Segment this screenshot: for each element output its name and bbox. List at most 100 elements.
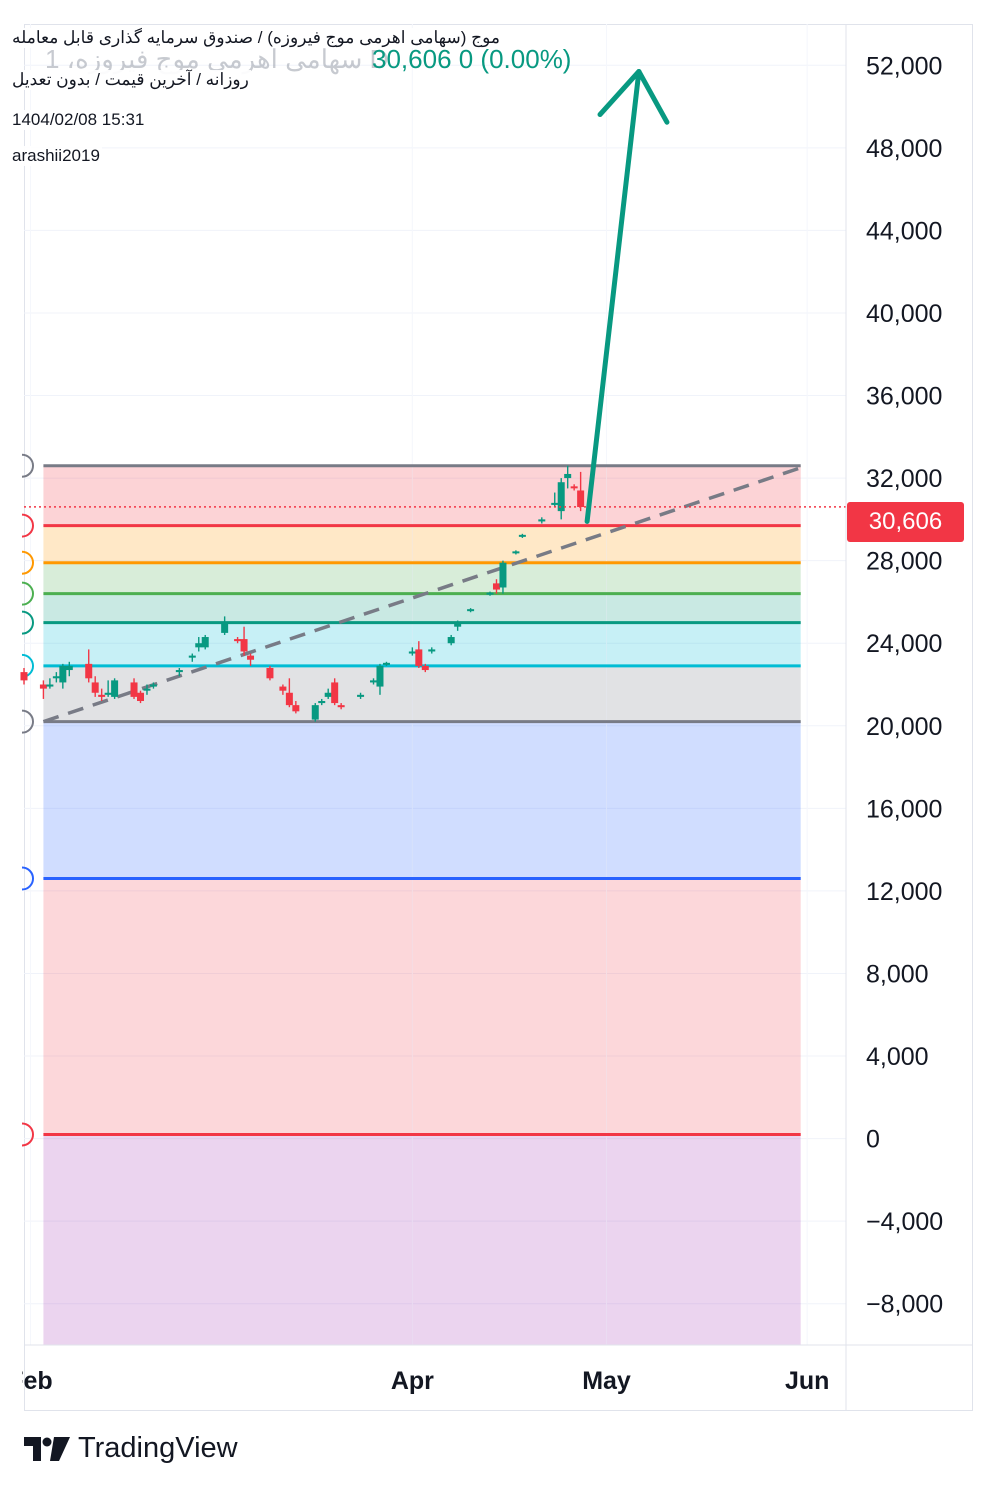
- y-tick-label: −8,000: [866, 1291, 943, 1319]
- chart-frame: [24, 24, 973, 1411]
- candle-body: [234, 639, 242, 642]
- projection-arrow-head[interactable]: [597, 68, 670, 125]
- candle-body: [175, 670, 183, 673]
- candle-body: [318, 701, 326, 704]
- candle-body: [382, 662, 390, 665]
- fib-zone: [43, 878, 801, 1135]
- candle-body: [137, 692, 145, 702]
- y-tick-label: −4,000: [866, 1208, 943, 1236]
- candle-body: [564, 473, 572, 479]
- candle-body: [188, 655, 196, 658]
- y-tick-label: 32,000: [866, 465, 942, 493]
- candle-body: [143, 688, 151, 691]
- candle-body: [59, 665, 67, 683]
- candle-body: [240, 639, 248, 652]
- chart-title: موج (سهامی اهرمی موج فیروزه) / صندوق سرم…: [10, 28, 502, 48]
- candle-body: [46, 684, 54, 687]
- fib-zone: [43, 1134, 801, 1345]
- y-tick-label: 52,000: [866, 52, 942, 80]
- candle-body: [486, 592, 494, 595]
- y-tick-label: 24,000: [866, 630, 942, 658]
- y-tick-label: 36,000: [866, 383, 942, 411]
- fib-zone: [43, 525, 801, 563]
- fib-zone: [43, 593, 801, 623]
- chart-subtitle: روزانه / آخرین قیمت / بدون تعدیل: [10, 70, 251, 90]
- candle-body: [292, 705, 300, 712]
- y-tick-label: 8,000: [866, 960, 929, 988]
- candle-body: [52, 676, 60, 679]
- price-change-watermark: 30,606 0 (0.00%): [372, 44, 572, 74]
- candle-body: [454, 622, 462, 627]
- y-tick-label: 16,000: [866, 795, 942, 823]
- y-tick-label: 12,000: [866, 878, 942, 906]
- symbol-watermark: 1 ،سهامی اهرمی موج فیروزه D: [45, 44, 389, 74]
- candle-body: [20, 672, 28, 681]
- candle-body: [577, 490, 585, 507]
- candle-body: [104, 692, 112, 695]
- fib-level-marker: [21, 581, 34, 606]
- y-tick-label: 44,000: [866, 217, 942, 245]
- candle-body: [221, 622, 229, 633]
- candle-body: [492, 583, 500, 590]
- candle-body: [518, 534, 526, 537]
- x-tick-label: Apr: [391, 1367, 434, 1395]
- candle-body: [467, 609, 475, 612]
- x-tick-label: May: [582, 1367, 631, 1395]
- candle-body: [201, 637, 209, 648]
- y-tick-label: 40,000: [866, 300, 942, 328]
- chart-datetime: 1404/02/08 15:31: [10, 110, 147, 130]
- fib-level-marker: [21, 866, 34, 891]
- fib-zone: [43, 562, 801, 594]
- fib-zone: [43, 721, 801, 879]
- fib-zone: [43, 465, 801, 526]
- candle-body: [311, 705, 319, 720]
- y-tick-label: 4,000: [866, 1043, 929, 1071]
- fib-level-marker: [21, 513, 34, 538]
- y-tick-label: 28,000: [866, 548, 942, 576]
- candle-body: [408, 651, 416, 654]
- candle-body: [551, 502, 559, 505]
- candle-body: [512, 551, 520, 554]
- fib-zone: [43, 665, 801, 722]
- candle-body: [247, 655, 255, 660]
- candle-body: [91, 682, 99, 693]
- trendline[interactable]: [42, 466, 802, 724]
- fib-level-marker: [21, 550, 34, 575]
- candle-body: [447, 637, 455, 644]
- candle-body: [557, 482, 565, 512]
- candle-body: [39, 684, 47, 689]
- candle-body: [415, 649, 423, 666]
- projection-arrow-shaft[interactable]: [584, 68, 642, 524]
- candle-body: [370, 680, 378, 683]
- candle-body: [111, 680, 119, 697]
- candle-body: [538, 519, 546, 522]
- left-mask: [0, 1340, 22, 1410]
- candle-body: [98, 694, 106, 697]
- tradingview-icon: [24, 1436, 70, 1461]
- candle-body: [570, 486, 578, 489]
- candle-body: [279, 686, 287, 691]
- fib-level-marker: [21, 1122, 34, 1147]
- candle-body: [266, 667, 274, 679]
- fib-level-marker: [21, 610, 34, 635]
- candle-body: [331, 682, 339, 704]
- y-tick-label: 48,000: [866, 135, 942, 163]
- candle-body: [428, 649, 436, 652]
- y-tick-label: 20,000: [866, 713, 942, 741]
- x-tick-label: Jun: [785, 1367, 829, 1395]
- last-price-label: 30,606: [847, 502, 964, 542]
- candle-body: [357, 694, 365, 697]
- fib-level-marker: [21, 709, 34, 734]
- candle-body: [285, 692, 293, 706]
- tradingview-wordmark: TradingView: [78, 1432, 238, 1464]
- chart-author: arashii2019: [10, 146, 102, 166]
- candle-body: [376, 665, 384, 687]
- fib-level-marker: [21, 453, 34, 478]
- candle-body: [65, 665, 73, 671]
- candle-body: [499, 562, 507, 588]
- candle-body: [130, 682, 138, 697]
- candle-body: [85, 663, 93, 679]
- tradingview-logo[interactable]: TradingView: [24, 1432, 238, 1465]
- y-tick-label: 0: [866, 1126, 880, 1154]
